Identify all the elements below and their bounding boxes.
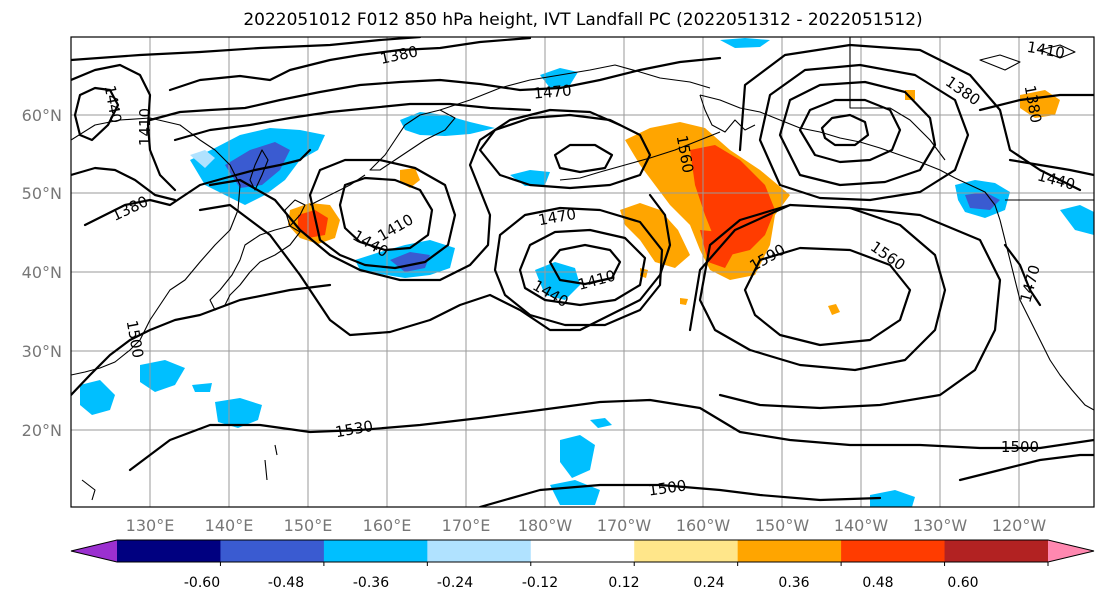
colorbar-tick-label: 0.36 <box>778 575 809 591</box>
colorbar-tick-label: -0.48 <box>268 575 304 591</box>
colorbar-tick-label: -0.36 <box>353 575 389 591</box>
height-contours <box>71 37 1094 507</box>
latitude-labels: 60°N 50°N 40°N 30°N 20°N <box>22 106 62 440</box>
lon-label: 160°W <box>676 516 731 535</box>
colorbar-outline <box>70 539 1095 563</box>
map-title: 2022051012 F012 850 hPa height, IVT Land… <box>243 10 922 30</box>
colorbar-tick-label: 0.12 <box>608 575 639 591</box>
map-frame <box>70 36 1095 508</box>
lat-label-20n: 20°N <box>22 421 62 440</box>
lon-label: 180°W <box>518 516 573 535</box>
colorbar-tick-label: -0.12 <box>522 575 558 591</box>
lon-label: 140°E <box>205 516 254 535</box>
contour-label: 1410 <box>136 108 154 146</box>
colorbar-segment <box>530 540 635 562</box>
colorbar-tick-label: 0.60 <box>947 575 978 591</box>
colorbar-extend-min <box>71 540 117 562</box>
colorbar-segment <box>737 540 842 562</box>
lon-label: 130°W <box>913 516 968 535</box>
lon-label: 170°W <box>597 516 652 535</box>
colorbar-segment <box>220 540 325 562</box>
colorbar-tick-labels: -0.60 -0.48 -0.36 -0.24 -0.12 0.12 0.24 … <box>184 575 979 591</box>
colorbar-tick-label: 0.48 <box>862 575 893 591</box>
lat-label-50n: 50°N <box>22 184 62 203</box>
coastlines <box>71 37 1094 501</box>
contour-label: 1500 <box>1001 438 1039 456</box>
colorbar-tick-label: 0.24 <box>693 575 724 591</box>
lon-label: 130°E <box>126 516 175 535</box>
contour-label: 1470 <box>533 81 573 102</box>
colorbar-segment <box>634 540 739 562</box>
colorbar-segment <box>427 540 532 562</box>
lon-label: 160°E <box>363 516 412 535</box>
contour-label: 1500 <box>647 476 687 499</box>
colorbar <box>70 539 1095 566</box>
lon-label: 120°W <box>992 516 1047 535</box>
lon-label: 170°E <box>442 516 491 535</box>
colorbar-extend-max <box>1048 540 1094 562</box>
lat-label-60n: 60°N <box>22 106 62 125</box>
lat-label-30n: 30°N <box>22 342 62 361</box>
lon-label: 140°W <box>834 516 889 535</box>
colorbar-tick-label: -0.24 <box>437 575 473 591</box>
lon-label: 150°E <box>284 516 333 535</box>
lat-label-40n: 40°N <box>22 263 62 282</box>
longitude-labels: 130°E 140°E 150°E 160°E 170°E 180°W 170°… <box>126 516 1047 535</box>
lon-label: 150°W <box>755 516 810 535</box>
colorbar-segment <box>323 540 428 562</box>
colorbar-segment <box>944 540 1049 562</box>
colorbar-tick-label: -0.60 <box>184 575 220 591</box>
colorbar-segment <box>117 540 221 562</box>
colorbar-segment <box>841 540 946 562</box>
